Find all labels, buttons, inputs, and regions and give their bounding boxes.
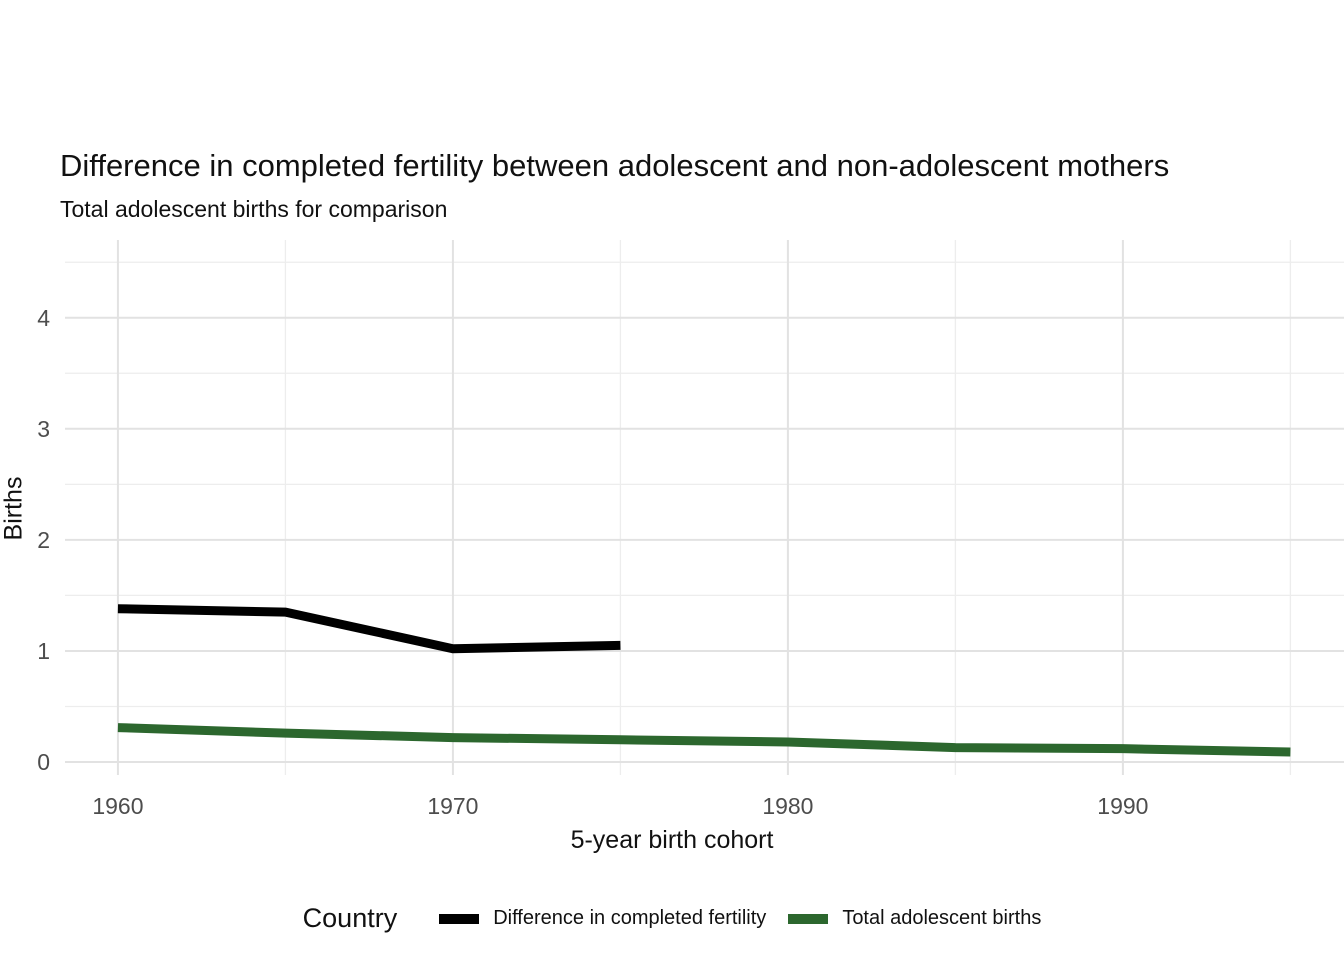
legend-label: Total adolescent births (842, 907, 1042, 929)
series-line-total-adolescent-births (117, 723, 1291, 757)
legend-title: Country (302, 903, 398, 933)
legend-label: Difference in completed fertility (493, 907, 767, 929)
chart-title: Difference in completed fertility betwee… (60, 148, 1170, 183)
y-tick-label: 1 (37, 637, 50, 664)
x-tick-label: 1970 (427, 793, 479, 819)
x-tick-label: 1990 (1097, 793, 1149, 819)
y-tick-label: 0 (37, 749, 50, 775)
legend-swatch-green-line-icon (788, 913, 829, 924)
y-tick-label: 2 (37, 526, 50, 553)
legend-swatch-black-line-icon (439, 913, 480, 924)
legend-item-difference: Difference in completed fertility (439, 907, 766, 930)
x-axis-title: 5-year birth cohort (570, 826, 774, 854)
y-tick-label: 3 (37, 415, 50, 442)
y-axis-title: Births (0, 476, 28, 541)
chart-subtitle: Total adolescent births for comparison (60, 196, 448, 222)
y-tick-label: 4 (37, 304, 50, 331)
series-line-difference-fertility (117, 604, 621, 654)
x-tick-label: 1980 (762, 793, 814, 819)
x-tick-label: 1960 (92, 793, 144, 819)
legend-item-total-births: Total adolescent births (788, 907, 1041, 930)
legend: Country Difference in completed fertilit… (0, 903, 1344, 934)
